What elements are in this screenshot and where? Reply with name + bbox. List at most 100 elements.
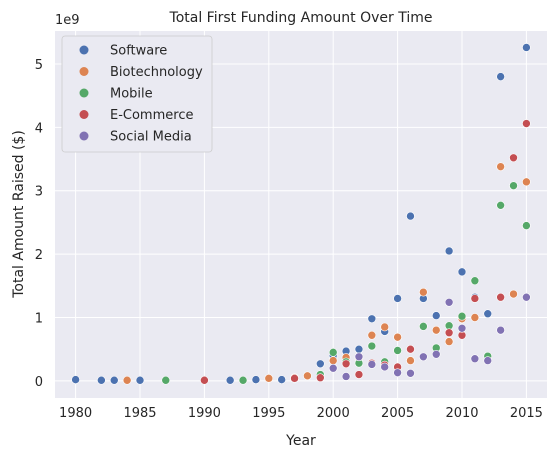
data-point	[509, 181, 518, 190]
data-point	[431, 311, 441, 320]
data-point	[328, 348, 338, 357]
data-point	[470, 294, 480, 303]
data-point	[264, 374, 274, 383]
data-point	[367, 330, 377, 340]
x-tick-label: 1980	[59, 406, 92, 421]
data-point	[457, 323, 467, 333]
data-point	[444, 328, 454, 338]
data-point	[316, 359, 325, 369]
data-point	[393, 368, 402, 377]
y-tick-label: 5	[35, 58, 43, 73]
y-tick-label: 1	[35, 312, 43, 327]
data-point	[367, 360, 377, 369]
data-point	[496, 201, 505, 210]
x-tick-label: 2015	[510, 406, 543, 421]
data-point	[496, 72, 505, 81]
y-tick-label: 2	[35, 248, 43, 263]
legend-label: Social Media	[110, 130, 192, 145]
data-point	[406, 211, 415, 221]
data-point	[509, 153, 518, 163]
data-point	[522, 292, 531, 302]
data-point	[354, 370, 364, 379]
data-point	[444, 337, 454, 346]
data-point	[367, 314, 377, 324]
legend-marker	[79, 110, 89, 119]
data-point	[522, 177, 531, 187]
y-tick-label: 0	[35, 375, 43, 390]
data-point	[444, 246, 454, 256]
data-point	[431, 325, 441, 335]
data-point	[316, 373, 325, 383]
data-point	[457, 267, 467, 277]
data-point	[380, 322, 390, 332]
data-point	[496, 162, 505, 171]
x-tick-label: 1990	[188, 406, 221, 421]
data-point	[393, 294, 402, 303]
data-point	[277, 375, 286, 384]
legend-label: Software	[110, 44, 167, 59]
data-point	[341, 372, 351, 381]
data-point	[225, 375, 235, 385]
data-point	[496, 292, 505, 302]
data-point	[509, 289, 518, 299]
legend-label: Biotechnology	[110, 65, 203, 80]
x-tick-labels: 1980 1985 1990 1995 2000 2005 2010 2015	[59, 406, 543, 421]
data-point	[341, 359, 351, 369]
x-tick-label: 2010	[445, 406, 478, 421]
data-point	[367, 341, 377, 351]
data-point	[444, 297, 454, 307]
data-point	[97, 375, 106, 385]
data-point	[470, 354, 480, 364]
legend-marker	[79, 88, 89, 98]
data-point	[522, 119, 531, 128]
data-point	[200, 375, 209, 385]
data-point	[251, 375, 261, 384]
legend-label: E-Commerce	[110, 108, 193, 123]
y-tick-label: 3	[35, 185, 43, 200]
legend-marker	[79, 67, 89, 76]
data-point	[354, 344, 364, 354]
data-point	[122, 375, 132, 385]
data-point	[161, 375, 171, 385]
data-point	[238, 375, 248, 385]
y-offset-text: 1e9	[55, 13, 80, 28]
y-tick-label: 4	[35, 121, 43, 136]
data-point	[457, 311, 467, 321]
data-point	[354, 352, 364, 362]
data-point	[328, 363, 338, 373]
y-tick-labels: 0 1 2 3 4 5	[35, 58, 43, 390]
legend-label: Mobile	[110, 87, 153, 102]
data-point	[303, 371, 312, 381]
legend: Software Biotechnology Mobile E-Commerce Soc…	[61, 35, 213, 153]
legend-box	[61, 35, 213, 153]
series-biotechnology	[122, 162, 531, 385]
data-point	[483, 309, 493, 318]
series-mobile	[161, 181, 531, 385]
data-point	[393, 346, 402, 355]
data-point	[393, 332, 402, 342]
data-point	[470, 313, 480, 322]
data-point	[522, 221, 531, 230]
data-point	[419, 352, 428, 362]
y-axis-label: Total Amount Raised ($)	[11, 130, 27, 299]
chart-title: Total First Funding Amount Over Time	[169, 10, 433, 26]
data-point	[483, 356, 493, 365]
data-point	[522, 43, 531, 52]
data-point	[109, 375, 119, 385]
data-point	[470, 276, 480, 286]
data-point	[71, 375, 80, 384]
data-point	[135, 375, 145, 385]
x-tick-label: 1995	[252, 406, 285, 421]
data-point	[419, 287, 428, 297]
data-point	[419, 322, 428, 331]
x-tick-label: 2000	[317, 406, 350, 421]
series-social-media	[328, 292, 531, 381]
x-tick-label: 2005	[381, 406, 414, 421]
legend-marker	[79, 131, 89, 141]
data-point	[380, 362, 390, 372]
data-point	[406, 368, 415, 378]
data-point	[406, 356, 415, 365]
data-point	[431, 349, 441, 359]
data-point	[496, 325, 505, 335]
